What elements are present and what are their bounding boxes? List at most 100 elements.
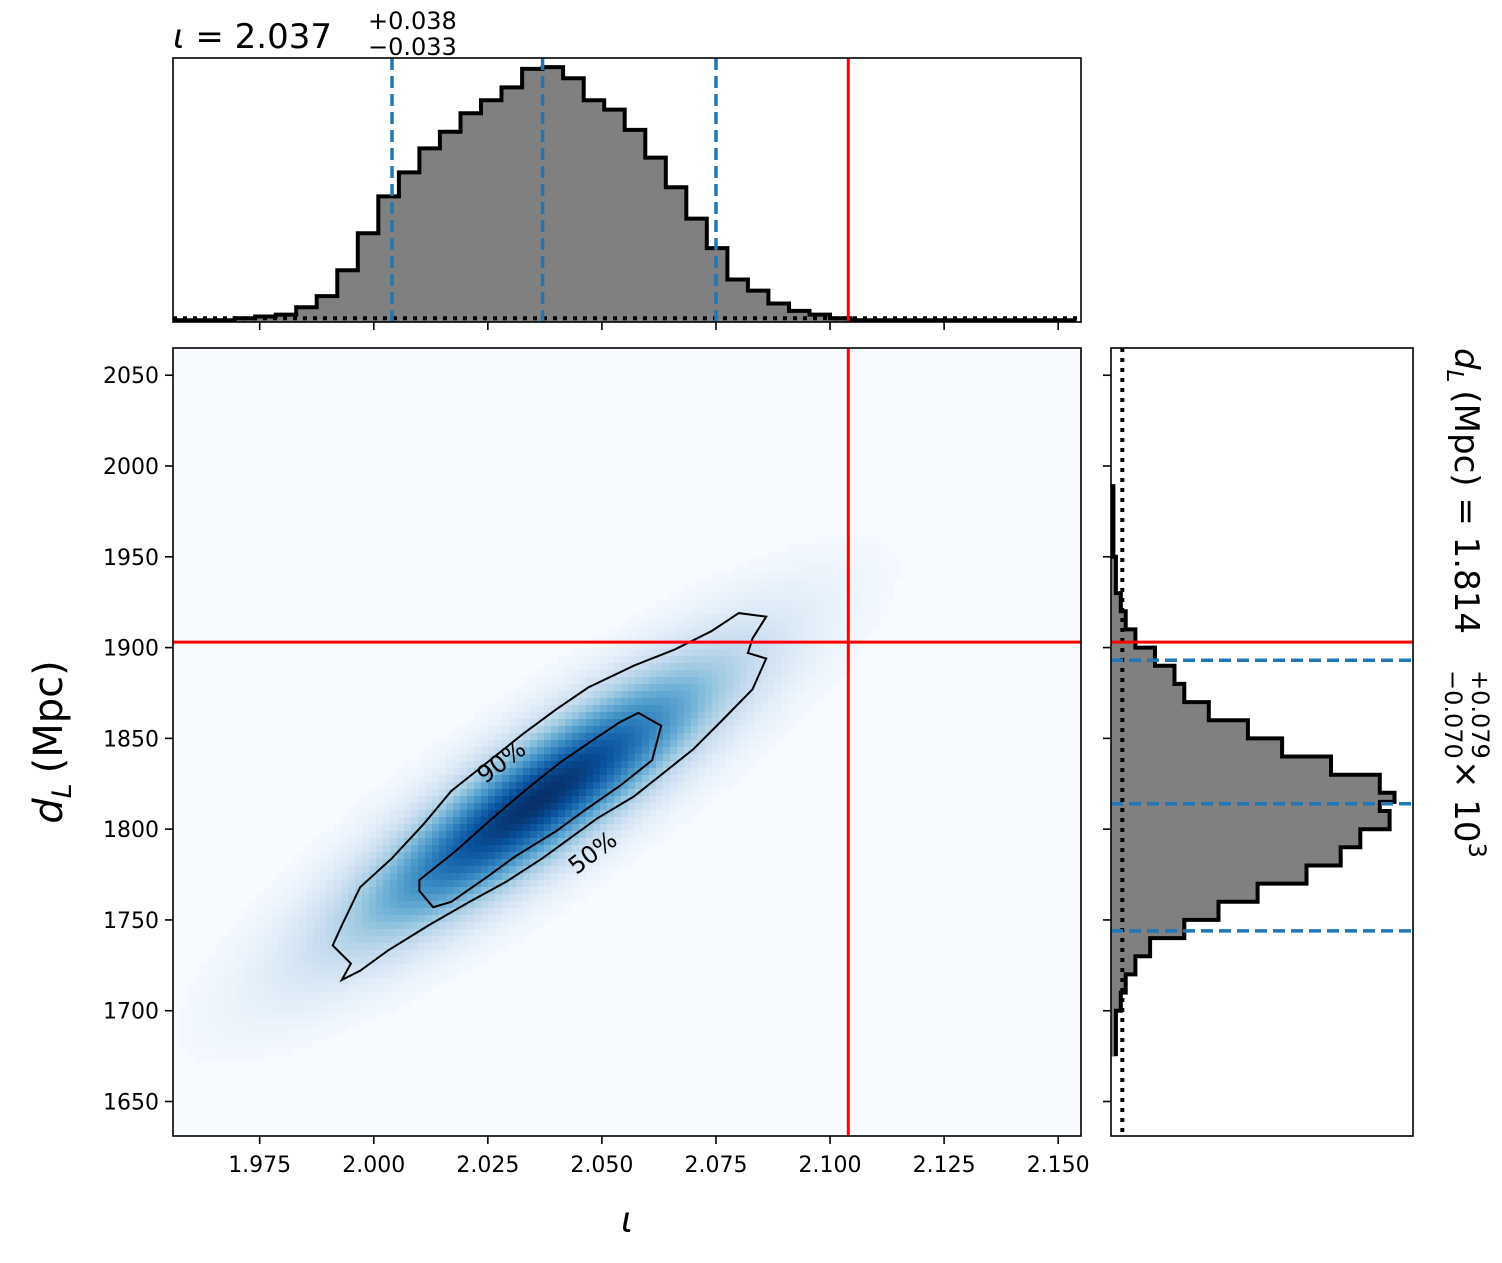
density-cell [684, 649, 692, 657]
density-cell [411, 852, 419, 860]
density-cell [866, 558, 874, 566]
density-cell [425, 845, 433, 853]
density-cell [432, 852, 440, 860]
density-cell [327, 992, 335, 1000]
density-cell [439, 810, 447, 818]
density-cell [698, 635, 706, 643]
density-cell [726, 593, 734, 601]
density-cell [684, 635, 692, 643]
density-cell [621, 642, 629, 650]
density-cell [222, 1006, 230, 1014]
density-cell [593, 747, 601, 755]
density-cell [796, 579, 804, 587]
density-cell [264, 929, 272, 937]
density-cell [649, 649, 657, 657]
density-cell [320, 831, 328, 839]
density-cell [355, 971, 363, 979]
density-cell [803, 698, 811, 706]
density-cell [376, 894, 384, 902]
density-cell [418, 915, 426, 923]
density-cell [635, 670, 643, 678]
contour-90pct [331, 612, 768, 983]
density-cell [831, 656, 839, 664]
density-cell [264, 1027, 272, 1035]
density-cell [565, 789, 573, 797]
density-cell [551, 838, 559, 846]
density-cell [509, 740, 517, 748]
density-cell [376, 838, 384, 846]
density-cell [684, 698, 692, 706]
density-cell [404, 817, 412, 825]
density-cell [516, 859, 524, 867]
density-cell [824, 593, 832, 601]
density-cell [754, 754, 762, 762]
density-cell [614, 838, 622, 846]
density-cell [341, 999, 349, 1007]
density-cell [439, 824, 447, 832]
density-cell [390, 775, 398, 783]
density-cell [474, 789, 482, 797]
density-cell [859, 565, 867, 573]
density-cell [376, 978, 384, 986]
density-cell [523, 782, 531, 790]
density-cell [460, 803, 468, 811]
density-cell [831, 635, 839, 643]
density-cell [775, 565, 783, 573]
density-cell [320, 929, 328, 937]
density-cell [306, 1020, 314, 1028]
density-cell [796, 600, 804, 608]
density-cell [439, 908, 447, 916]
density-cell [369, 810, 377, 818]
density-cell [355, 894, 363, 902]
density-cell [355, 901, 363, 909]
density-cell [467, 901, 475, 909]
density-cell [418, 782, 426, 790]
density-cell [453, 831, 461, 839]
density-cell [474, 831, 482, 839]
density-cell [831, 628, 839, 636]
density-cell [306, 999, 314, 1007]
density-cell [768, 733, 776, 741]
density-cell [705, 789, 713, 797]
density-cell [502, 761, 510, 769]
density-cell [215, 1027, 223, 1035]
density-cell [838, 558, 846, 566]
density-cell [453, 852, 461, 860]
density-cell [670, 705, 678, 713]
density-cell [551, 887, 559, 895]
density-cell [635, 635, 643, 643]
density-cell [306, 1006, 314, 1014]
density-cell [551, 740, 559, 748]
density-cell [502, 845, 510, 853]
density-cell [866, 565, 874, 573]
density-cell [495, 929, 503, 937]
density-cell [481, 936, 489, 944]
density-cell [376, 922, 384, 930]
density-cell [369, 803, 377, 811]
density-cell [565, 670, 573, 678]
density-cell [670, 698, 678, 706]
density-cell [509, 880, 517, 888]
density-cell [670, 754, 678, 762]
distance-title-main: dL(Mpc) = 1.814 [1441, 348, 1486, 634]
density-cell [306, 992, 314, 1000]
density-cell [747, 593, 755, 601]
density-cell [607, 782, 615, 790]
density-cell [544, 698, 552, 706]
density-cell [824, 677, 832, 685]
density-cell [712, 614, 720, 622]
density-cell [383, 887, 391, 895]
density-cell [446, 740, 454, 748]
density-cell [481, 908, 489, 916]
density-cell [411, 964, 419, 972]
density-cell [523, 733, 531, 741]
density-cell [264, 1013, 272, 1021]
density-cell [705, 649, 713, 657]
density-cell [299, 943, 307, 951]
density-cell [656, 698, 664, 706]
density-cell [348, 894, 356, 902]
density-cell [474, 866, 482, 874]
density-cell [481, 866, 489, 874]
density-cell [684, 593, 692, 601]
density-cell [180, 1013, 188, 1021]
